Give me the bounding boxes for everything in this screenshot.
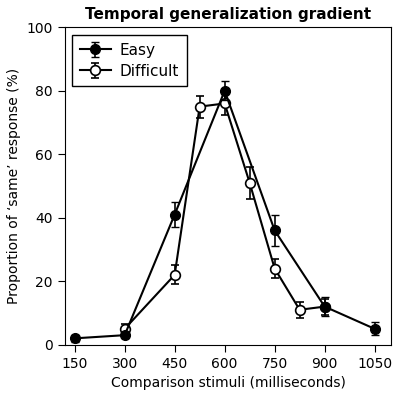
Y-axis label: Proportion of ‘same’ response (%): Proportion of ‘same’ response (%) [7, 68, 21, 304]
X-axis label: Comparison stimuli (milliseconds): Comparison stimuli (milliseconds) [110, 376, 346, 390]
Title: Temporal generalization gradient: Temporal generalization gradient [85, 7, 371, 22]
Legend: Easy, Difficult: Easy, Difficult [72, 35, 187, 86]
